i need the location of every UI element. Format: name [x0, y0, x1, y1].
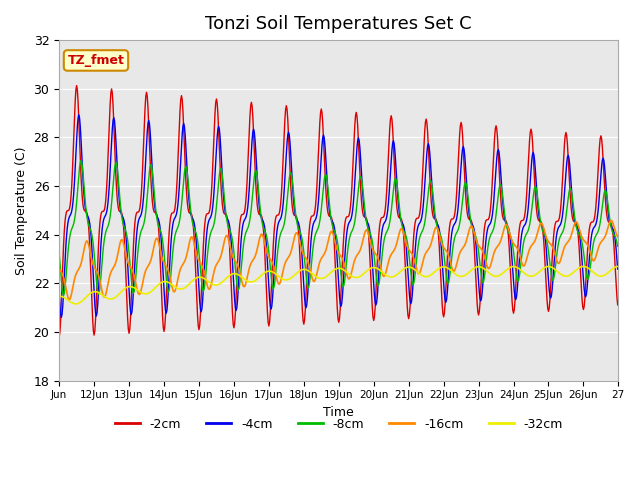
-2cm	[397, 215, 404, 221]
-32cm	[122, 285, 129, 291]
-8cm	[614, 243, 621, 249]
-4cm	[55, 290, 63, 296]
-16cm	[55, 266, 63, 272]
-32cm	[55, 293, 63, 299]
-4cm	[122, 235, 130, 241]
Line: -32cm: -32cm	[59, 266, 618, 304]
-16cm	[273, 276, 281, 282]
Line: -16cm: -16cm	[59, 220, 618, 300]
-16cm	[252, 252, 260, 257]
-32cm	[224, 274, 232, 279]
Line: -8cm: -8cm	[59, 161, 618, 295]
-32cm	[273, 272, 281, 278]
-4cm	[614, 266, 621, 272]
-4cm	[75, 112, 83, 118]
-16cm	[65, 297, 73, 302]
-8cm	[55, 250, 63, 256]
-16cm	[224, 235, 232, 241]
-32cm	[428, 271, 436, 277]
-2cm	[122, 260, 129, 266]
-32cm	[614, 264, 621, 269]
-4cm	[429, 194, 436, 200]
Y-axis label: Soil Temperature (C): Soil Temperature (C)	[15, 146, 28, 275]
X-axis label: Time: Time	[323, 406, 354, 419]
-2cm	[55, 334, 63, 340]
-16cm	[122, 249, 129, 255]
-2cm	[273, 213, 281, 218]
-4cm	[253, 162, 260, 168]
Legend: -2cm, -4cm, -8cm, -16cm, -32cm: -2cm, -4cm, -8cm, -16cm, -32cm	[109, 413, 568, 436]
-8cm	[225, 225, 233, 231]
-2cm	[73, 83, 81, 88]
-4cm	[274, 224, 282, 229]
-8cm	[253, 169, 260, 175]
-2cm	[614, 302, 621, 308]
-8cm	[429, 189, 436, 195]
-32cm	[72, 301, 80, 307]
-16cm	[428, 238, 436, 243]
-32cm	[252, 277, 260, 283]
-32cm	[580, 264, 588, 269]
-2cm	[428, 207, 436, 213]
-8cm	[60, 292, 67, 298]
Title: Tonzi Soil Temperatures Set C: Tonzi Soil Temperatures Set C	[205, 15, 472, 33]
-4cm	[225, 219, 233, 225]
Text: TZ_fmet: TZ_fmet	[68, 54, 124, 67]
-8cm	[77, 158, 85, 164]
-4cm	[58, 314, 65, 320]
-2cm	[224, 222, 232, 228]
Line: -2cm: -2cm	[59, 85, 618, 337]
-2cm	[252, 180, 260, 186]
-8cm	[274, 250, 282, 255]
-16cm	[614, 234, 621, 240]
-8cm	[122, 229, 130, 235]
-8cm	[397, 220, 405, 226]
-4cm	[397, 219, 405, 225]
-32cm	[397, 268, 404, 274]
-16cm	[397, 227, 404, 232]
Line: -4cm: -4cm	[59, 115, 618, 317]
-16cm	[607, 217, 615, 223]
